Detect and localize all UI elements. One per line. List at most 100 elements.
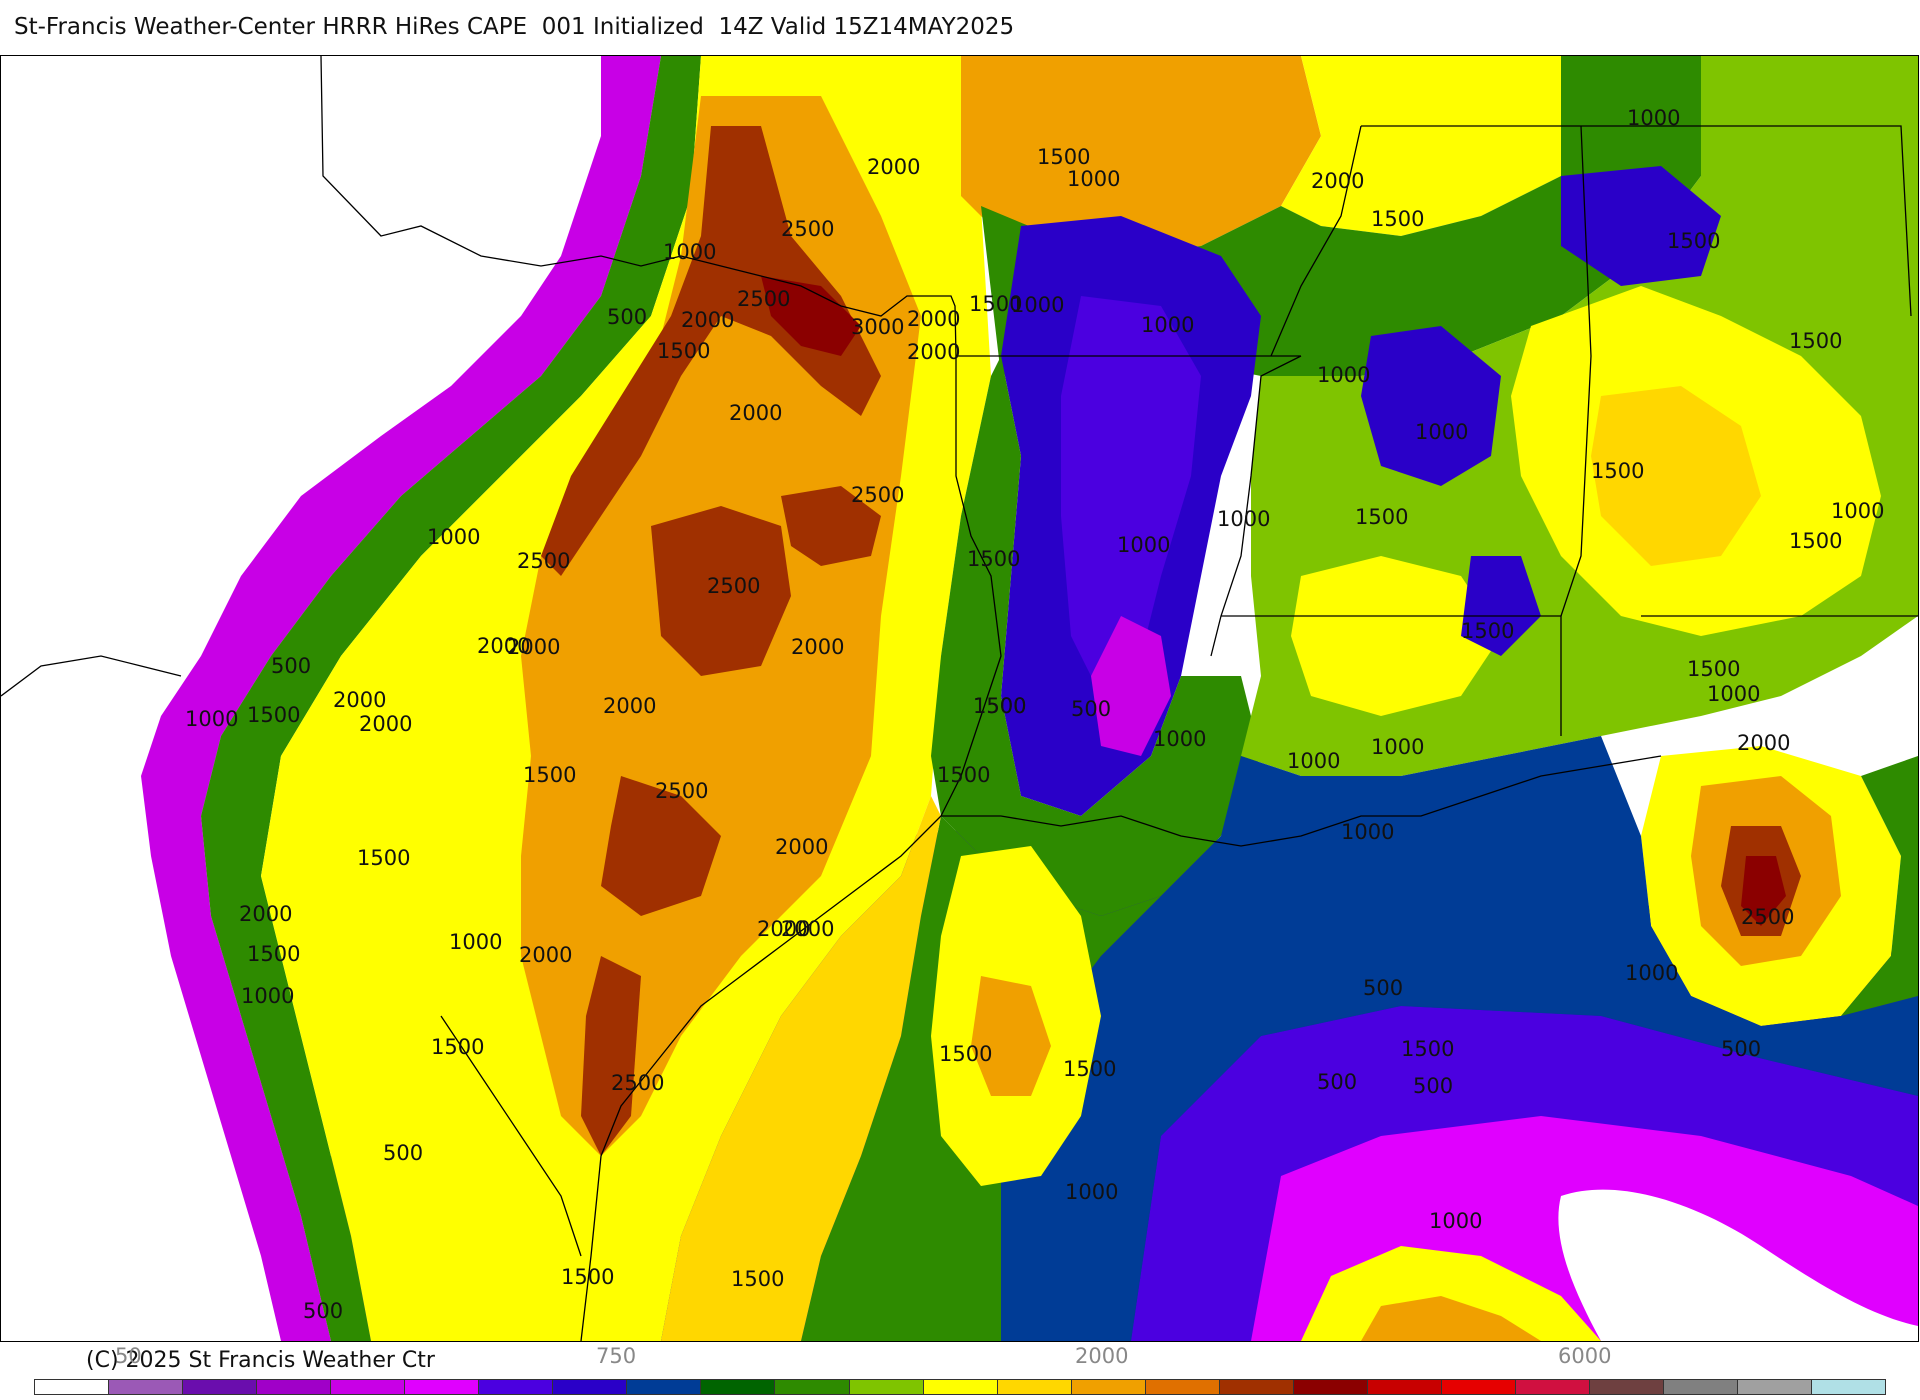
contour-label: 1500	[937, 763, 990, 787]
colorbar-label: 50	[115, 1344, 142, 1368]
contour-label: 1000	[1341, 820, 1394, 844]
contour-label: 2000	[1737, 731, 1790, 755]
colorbar-swatch	[1219, 1380, 1294, 1394]
colorbar-swatch	[1293, 1380, 1368, 1394]
colorbar-swatch	[997, 1380, 1072, 1394]
contour-label: 3000	[851, 315, 904, 339]
colorbar-swatch	[1738, 1380, 1813, 1394]
contour-label: 1000	[1217, 507, 1270, 531]
contour-label: 1500	[1063, 1057, 1116, 1081]
colorbar-swatch	[331, 1380, 406, 1394]
contour-label: 1000	[663, 240, 716, 264]
contour-label: 1500	[1461, 619, 1514, 643]
contour-label: 1500	[1591, 459, 1644, 483]
contour-label: 1000	[1371, 735, 1424, 759]
colorbar-swatch	[775, 1380, 850, 1394]
contour-label: 1500	[657, 339, 710, 363]
contour-label: 1500	[973, 694, 1026, 718]
colorbar-swatch	[1367, 1380, 1442, 1394]
contour-label: 1000	[1707, 682, 1760, 706]
contour-label: 1000	[1317, 363, 1370, 387]
contour-label: 1500	[939, 1042, 992, 1066]
contour-label: 1500	[1401, 1037, 1454, 1061]
contour-label: 1000	[1067, 167, 1120, 191]
contour-label: 2000	[239, 902, 292, 926]
colorbar-swatch	[1441, 1380, 1516, 1394]
colorbar-swatch	[701, 1380, 776, 1394]
contour-label: 1000	[1625, 961, 1678, 985]
contour-label: 1000	[1153, 727, 1206, 751]
contour-label: 1500	[561, 1265, 614, 1289]
contour-label: 2500	[851, 483, 904, 507]
colorbar-swatch	[257, 1380, 332, 1394]
contour-label: 2500	[517, 549, 570, 573]
colorbar-label: 2000	[1075, 1344, 1129, 1368]
contour-label: 2000	[867, 155, 920, 179]
contour-label: 500	[271, 654, 311, 678]
contour-label: 2000	[907, 307, 960, 331]
contour-label: 1500	[967, 547, 1020, 571]
contour-label: 1500	[431, 1035, 484, 1059]
contour-label: 1000	[1287, 749, 1340, 773]
colorbar-swatch	[1589, 1380, 1665, 1394]
colorbar-swatch	[35, 1380, 110, 1394]
contour-label: 1000	[1831, 499, 1884, 523]
contour-label: 1500	[1789, 529, 1842, 553]
contour-label: 1500	[357, 846, 410, 870]
colorbar-swatch	[627, 1380, 702, 1394]
cape-map: 1000 500 2000 1500 2500 3000 2000 2500 2…	[0, 55, 1919, 1342]
contour-label: 1000	[241, 984, 294, 1008]
contour-label: 1500	[1667, 229, 1720, 253]
contour-label: 2500	[611, 1071, 664, 1095]
contour-label: 500	[303, 1299, 343, 1323]
contour-label: 2000	[781, 917, 834, 941]
contour-label: 2000	[333, 688, 386, 712]
contour-label: 2000	[775, 835, 828, 859]
contour-label: 2000	[907, 340, 960, 364]
colorbar-swatch	[1145, 1380, 1220, 1394]
contour-label: 1500	[247, 703, 300, 727]
contour-label: 1000	[1429, 1209, 1482, 1233]
contour-label: 1500	[731, 1267, 784, 1291]
contour-label: 2000	[729, 401, 782, 425]
contour-label: 1000	[1627, 106, 1680, 130]
colorbar-swatch	[1071, 1380, 1146, 1394]
contour-label: 1500	[1789, 329, 1842, 353]
contour-label: 2000	[519, 943, 572, 967]
cape-colorbar	[34, 1379, 1886, 1395]
map-title: St-Francis Weather-Center HRRR HiRes CAP…	[14, 14, 1015, 40]
contour-label: 1500	[1355, 505, 1408, 529]
contour-label: 1000	[1117, 533, 1170, 557]
colorbar-swatch	[923, 1380, 998, 1394]
contour-label: 1500	[1687, 657, 1740, 681]
contour-label: 2000	[791, 635, 844, 659]
contour-label: 500	[1363, 976, 1403, 1000]
contour-label: 500	[383, 1141, 423, 1165]
contour-label: 2500	[781, 217, 834, 241]
contour-label: 1000	[1141, 313, 1194, 337]
contour-label: 1500	[973, 694, 1026, 718]
contour-label: 2500	[1741, 905, 1794, 929]
contour-label: 500	[1317, 1070, 1357, 1094]
contour-label: 1000	[1065, 1180, 1118, 1204]
contour-label: 2000	[507, 635, 560, 659]
contour-label: 500	[1413, 1074, 1453, 1098]
colorbar-swatch	[1664, 1380, 1739, 1394]
colorbar-swatch	[405, 1380, 480, 1394]
contour-label: 1500	[1371, 207, 1424, 231]
contour-label: 2000	[603, 694, 656, 718]
copyright-text: (C) 2025 St Francis Weather Ctr	[86, 1348, 435, 1373]
colorbar-label: 750	[596, 1344, 637, 1368]
contour-label: 1500	[523, 763, 576, 787]
colorbar-label: 6000	[1558, 1344, 1612, 1368]
contour-label: 1500	[969, 292, 1022, 316]
colorbar-swatch	[849, 1380, 924, 1394]
colorbar-swatch	[553, 1380, 628, 1394]
contour-label: 1500	[247, 942, 300, 966]
colorbar-swatch	[1812, 1380, 1886, 1394]
contour-label: 2000	[1311, 169, 1364, 193]
contour-label: 2000	[681, 308, 734, 332]
cape-map-canvas: 1000 500 2000 1500 2500 3000 2000 2500 2…	[1, 56, 1918, 1341]
contour-label: 1500	[1037, 145, 1090, 169]
colorbar-swatch	[109, 1380, 184, 1394]
